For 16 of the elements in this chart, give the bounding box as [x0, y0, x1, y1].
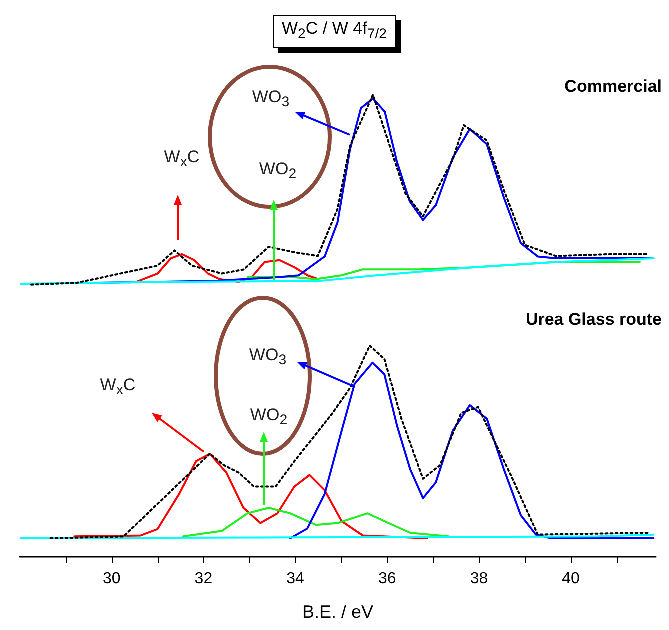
x-tick-label: 34	[286, 570, 305, 588]
annotation: WO$_{3}$	[249, 345, 287, 371]
x-tick-label: 32	[194, 570, 213, 588]
x-tick-label: 36	[378, 570, 396, 588]
x-tick-label: 30	[102, 570, 121, 588]
chart-title: W$_{2}$C / W 4f$_{7/2}$	[272, 15, 396, 48]
annotation: WO$_{2}$	[250, 405, 288, 431]
annotation: Commercial	[564, 77, 662, 97]
x-tick-label: 40	[562, 570, 580, 588]
annotation: Urea Glass route	[526, 310, 662, 330]
annotation: W$_{x}$C	[100, 375, 136, 401]
annotation: WO$_{2}$	[259, 159, 297, 185]
x-axis-title: B.E. / eV	[302, 602, 374, 622]
annotation: W$_{x}$C	[164, 147, 200, 173]
annotation: WO$_{3}$	[252, 87, 290, 113]
x-tick-label: 38	[470, 570, 488, 588]
